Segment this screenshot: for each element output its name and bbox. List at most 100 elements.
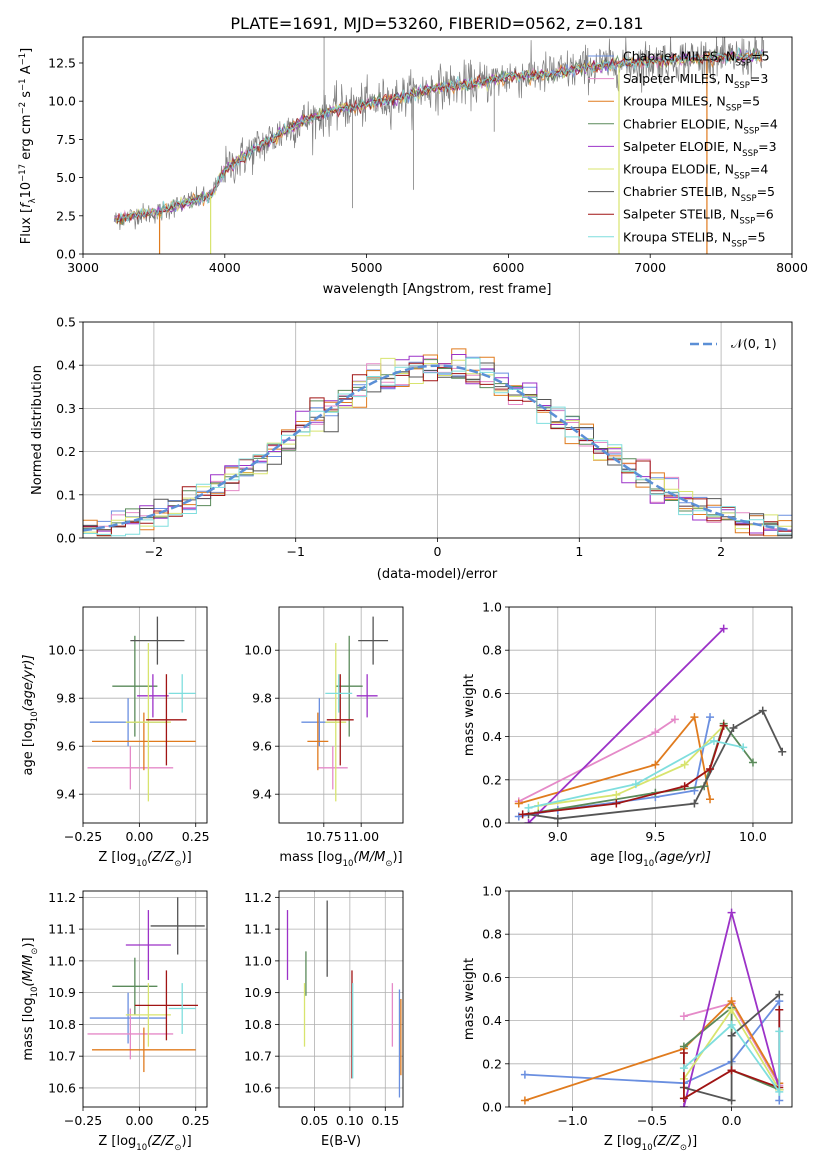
- label-part: Z [log: [98, 1134, 136, 1149]
- label-part: (age/yr)]: [21, 655, 36, 712]
- x-tick-label: 0.25: [182, 1113, 210, 1128]
- y-tick-label: 0.5: [56, 315, 76, 330]
- legend-label-kroupa_stelib: Kroupa STELIB, NSSP=5: [623, 229, 766, 249]
- y-tick-label: 10.0: [48, 643, 76, 658]
- label-part: (Z/Z: [653, 1134, 681, 1149]
- y-tick-label: 0.8: [482, 927, 502, 942]
- label-part: f: [19, 201, 34, 208]
- axes-frame: [82, 321, 793, 539]
- label-part: (age/yr)]: [654, 850, 711, 865]
- label-part: )]: [182, 1134, 192, 1149]
- label-part: Flux [: [19, 208, 34, 244]
- label-part: age [log: [21, 722, 36, 775]
- legend-label-salpeter_elodie: Salpeter ELODIE, NSSP=3: [623, 139, 777, 159]
- weight-marker-chabrier_miles: [706, 713, 715, 722]
- y-tick-label: 10.8: [48, 1017, 76, 1032]
- panel-age_vs_Z: −0.25 0.00 0.259.49.69.810.0Z [log10(Z/Z⊙)…: [21, 606, 210, 869]
- x-tick-label: 10.0: [739, 829, 767, 844]
- label-part: =4: [759, 116, 777, 131]
- label-part: SSP: [734, 172, 750, 182]
- label-part: ]: [19, 48, 34, 53]
- y-tick-label: 12.5: [48, 55, 76, 70]
- label-part: −1: [18, 53, 28, 66]
- label-part: Salpeter STELIB, N: [623, 207, 739, 222]
- y-tick-label: 0.0: [482, 1100, 502, 1115]
- label-part: =3: [758, 139, 776, 154]
- y-tick-label: 0.4: [56, 358, 76, 373]
- label-part: SSP: [742, 149, 758, 159]
- label-part: SSP: [735, 59, 751, 69]
- x-tick-label: 2: [717, 544, 725, 559]
- x-tick-label: 8000: [776, 260, 808, 275]
- y-tick-label: 10.9: [244, 985, 272, 1000]
- label-part: ⊙: [385, 859, 392, 869]
- y-tick-label: 7.5: [56, 132, 76, 147]
- weight-marker-chabrier_stelib: [758, 706, 767, 715]
- panel-residuals: −2 −1 0 1 2 0.0 0.1 0.2 0.3 0.4 0.5 (data-model)/er…: [30, 315, 793, 582]
- label-part: ⊙: [174, 1143, 181, 1153]
- plot-area: [83, 607, 207, 823]
- plot-area: [509, 891, 792, 1107]
- weight-marker-chabrier_miles: [520, 1070, 529, 1079]
- x-tick-label: 0: [434, 544, 442, 559]
- x-tick-label: 6000: [492, 260, 524, 275]
- y-tick-label: 9.4: [252, 787, 272, 802]
- weight-marker-kroupa_stelib: [739, 743, 748, 752]
- y-tick-label: 11.0: [48, 953, 76, 968]
- weight-line-kroupa_stelib: [683, 1023, 781, 1095]
- plot-area: [83, 322, 792, 538]
- weight-marker-salpeter_stelib: [680, 782, 689, 791]
- weight-marker-chabrier_miles: [775, 1096, 784, 1105]
- y-tick-label: 10.9: [48, 985, 76, 1000]
- plot-area: [113, 37, 765, 254]
- legend-label-chabrier_elodie: Chabrier ELODIE, NSSP=4: [623, 116, 778, 136]
- weight-marker-chabrier_elodie: [748, 758, 757, 767]
- weight-marker-kroupa_elodie: [727, 1005, 736, 1014]
- x-tick-label: −1.0: [557, 1113, 587, 1128]
- y-tick-label: 0.2: [482, 1056, 502, 1071]
- x-axis-label: Z [log10(Z/Z⊙)]: [98, 850, 191, 869]
- plot-area: [279, 607, 403, 823]
- weight-line-salpeter_elodie: [527, 627, 725, 823]
- y-axis-label: mass weight: [462, 674, 477, 756]
- y-tick-label: 0.6: [482, 686, 502, 701]
- x-tick-label: −0.25: [64, 829, 102, 844]
- weight-line-kroupa_stelib: [528, 739, 744, 809]
- axes-frame: [82, 36, 793, 255]
- x-tick-label: −1: [286, 544, 304, 559]
- weight-marker-salpeter_stelib: [706, 765, 715, 773]
- weight-marker-salpeter_elodie: [727, 908, 736, 917]
- y-tick-label: 10.6: [48, 1080, 76, 1095]
- weight-marker-salpeter_stelib: [679, 1094, 688, 1103]
- y-tick-label: 0.2: [56, 444, 76, 459]
- y-axis-label: Flux [fλ10−17 erg cm−2 s−1 A−1]: [18, 48, 38, 244]
- panel-mass_vs_EBV: 0.05 0.10 0.15 10.6 10.7 10.8 10.9 11.0 11.1 11.2…: [244, 890, 404, 1149]
- weight-marker-chabrier_stelib: [553, 814, 562, 823]
- label-part: Kroupa MILES, N: [623, 94, 726, 109]
- label-part: −1: [18, 78, 28, 91]
- x-tick-label: −2: [145, 544, 163, 559]
- y-tick-label: 0.2: [482, 772, 502, 787]
- y-tick-label: 11.2: [244, 890, 272, 905]
- label-part: =5: [751, 49, 769, 64]
- label-part: Chabrier MILES, N: [623, 49, 735, 64]
- axes-frame: [278, 606, 404, 824]
- label-part: SSP: [743, 126, 759, 136]
- panel-age_vs_mass: 10.75 11.00 9.4 9.6 9.8 10.0 mass [log10(M/M⊙)…: [244, 606, 404, 869]
- label-part: 10: [136, 1143, 147, 1153]
- histogram-salpeter_stelib: [83, 362, 792, 537]
- label-part: 10: [642, 1143, 653, 1153]
- label-part: =4: [750, 162, 768, 177]
- label-part: (M/M: [21, 955, 36, 987]
- x-tick-label: 0.05: [301, 1113, 329, 1128]
- label-part: (Z/Z: [147, 850, 175, 865]
- weight-line-kroupa_miles: [518, 715, 711, 805]
- x-tick-label: 10.75: [306, 829, 342, 844]
- label-part: 10: [30, 987, 40, 998]
- label-part: erg cm: [19, 114, 34, 163]
- label-part: Z [log: [98, 850, 136, 865]
- weight-line-kroupa_elodie: [538, 725, 725, 807]
- legend-label-salpeter_stelib: Salpeter STELIB, NSSP=6: [623, 207, 774, 227]
- label-part: 10: [343, 859, 354, 869]
